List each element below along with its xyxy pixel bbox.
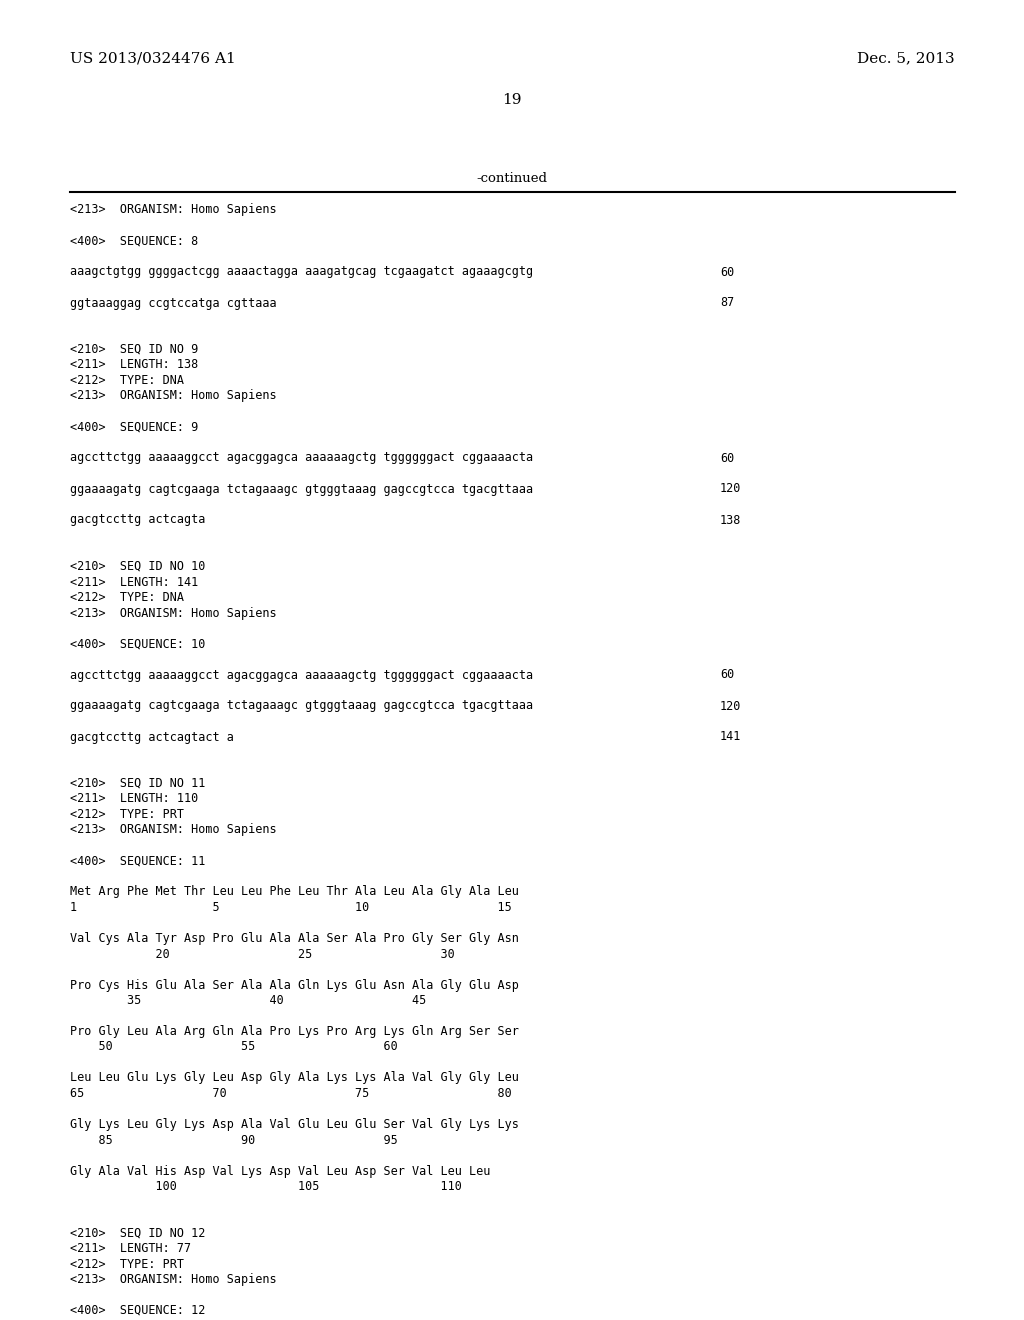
Text: <400>  SEQUENCE: 9: <400> SEQUENCE: 9	[70, 421, 199, 433]
Text: <213>  ORGANISM: Homo Sapiens: <213> ORGANISM: Homo Sapiens	[70, 606, 276, 619]
Text: 19: 19	[502, 92, 522, 107]
Text: gacgtccttg actcagta: gacgtccttg actcagta	[70, 513, 206, 527]
Text: 1                   5                   10                  15: 1 5 10 15	[70, 902, 512, 913]
Text: <213>  ORGANISM: Homo Sapiens: <213> ORGANISM: Homo Sapiens	[70, 203, 276, 216]
Text: <210>  SEQ ID NO 11: <210> SEQ ID NO 11	[70, 777, 206, 789]
Text: 87: 87	[720, 297, 734, 309]
Text: <213>  ORGANISM: Homo Sapiens: <213> ORGANISM: Homo Sapiens	[70, 824, 276, 837]
Text: <400>  SEQUENCE: 10: <400> SEQUENCE: 10	[70, 638, 206, 651]
Text: 65                  70                  75                  80: 65 70 75 80	[70, 1086, 512, 1100]
Text: 60: 60	[720, 265, 734, 279]
Text: Met Arg Phe Met Thr Leu Leu Phe Leu Thr Ala Leu Ala Gly Ala Leu: Met Arg Phe Met Thr Leu Leu Phe Leu Thr …	[70, 886, 519, 899]
Text: 60: 60	[720, 451, 734, 465]
Text: -continued: -continued	[476, 172, 548, 185]
Text: <212>  TYPE: PRT: <212> TYPE: PRT	[70, 808, 184, 821]
Text: <211>  LENGTH: 138: <211> LENGTH: 138	[70, 359, 199, 371]
Text: <210>  SEQ ID NO 9: <210> SEQ ID NO 9	[70, 343, 199, 356]
Text: <210>  SEQ ID NO 10: <210> SEQ ID NO 10	[70, 560, 206, 573]
Text: aaagctgtgg ggggactcgg aaaactagga aaagatgcag tcgaagatct agaaagcgtg: aaagctgtgg ggggactcgg aaaactagga aaagatg…	[70, 265, 534, 279]
Text: Val Cys Ala Tyr Asp Pro Glu Ala Ala Ser Ala Pro Gly Ser Gly Asn: Val Cys Ala Tyr Asp Pro Glu Ala Ala Ser …	[70, 932, 519, 945]
Text: 85                  90                  95: 85 90 95	[70, 1134, 397, 1147]
Text: 120: 120	[720, 700, 741, 713]
Text: <400>  SEQUENCE: 8: <400> SEQUENCE: 8	[70, 235, 199, 248]
Text: 138: 138	[720, 513, 741, 527]
Text: Gly Ala Val His Asp Val Lys Asp Val Leu Asp Ser Val Leu Leu: Gly Ala Val His Asp Val Lys Asp Val Leu …	[70, 1164, 490, 1177]
Text: 50                  55                  60: 50 55 60	[70, 1040, 397, 1053]
Text: <211>  LENGTH: 110: <211> LENGTH: 110	[70, 792, 199, 805]
Text: <211>  LENGTH: 141: <211> LENGTH: 141	[70, 576, 199, 589]
Text: Leu Leu Glu Lys Gly Leu Asp Gly Ala Lys Lys Ala Val Gly Gly Leu: Leu Leu Glu Lys Gly Leu Asp Gly Ala Lys …	[70, 1072, 519, 1085]
Text: <211>  LENGTH: 77: <211> LENGTH: 77	[70, 1242, 191, 1255]
Text: agccttctgg aaaaaggcct agacggagca aaaaaagctg tggggggact cggaaaacta: agccttctgg aaaaaggcct agacggagca aaaaaag…	[70, 668, 534, 681]
Text: 60: 60	[720, 668, 734, 681]
Text: gacgtccttg actcagtact a: gacgtccttg actcagtact a	[70, 730, 233, 743]
Text: <210>  SEQ ID NO 12: <210> SEQ ID NO 12	[70, 1226, 206, 1239]
Text: <400>  SEQUENCE: 12: <400> SEQUENCE: 12	[70, 1304, 206, 1317]
Text: 120: 120	[720, 483, 741, 495]
Text: 100                 105                 110: 100 105 110	[70, 1180, 462, 1193]
Text: <213>  ORGANISM: Homo Sapiens: <213> ORGANISM: Homo Sapiens	[70, 389, 276, 403]
Text: ggtaaaggag ccgtccatga cgttaaa: ggtaaaggag ccgtccatga cgttaaa	[70, 297, 276, 309]
Text: 141: 141	[720, 730, 741, 743]
Text: ggaaaagatg cagtcgaaga tctagaaagc gtgggtaaag gagccgtcca tgacgttaaa: ggaaaagatg cagtcgaaga tctagaaagc gtgggta…	[70, 700, 534, 713]
Text: 20                  25                  30: 20 25 30	[70, 948, 455, 961]
Text: 35                  40                  45: 35 40 45	[70, 994, 426, 1007]
Text: <400>  SEQUENCE: 11: <400> SEQUENCE: 11	[70, 854, 206, 867]
Text: <212>  TYPE: DNA: <212> TYPE: DNA	[70, 374, 184, 387]
Text: Gly Lys Leu Gly Lys Asp Ala Val Glu Leu Glu Ser Val Gly Lys Lys: Gly Lys Leu Gly Lys Asp Ala Val Glu Leu …	[70, 1118, 519, 1131]
Text: ggaaaagatg cagtcgaaga tctagaaagc gtgggtaaag gagccgtcca tgacgttaaa: ggaaaagatg cagtcgaaga tctagaaagc gtgggta…	[70, 483, 534, 495]
Text: <212>  TYPE: PRT: <212> TYPE: PRT	[70, 1258, 184, 1270]
Text: <213>  ORGANISM: Homo Sapiens: <213> ORGANISM: Homo Sapiens	[70, 1272, 276, 1286]
Text: agccttctgg aaaaaggcct agacggagca aaaaaagctg tggggggact cggaaaacta: agccttctgg aaaaaggcct agacggagca aaaaaag…	[70, 451, 534, 465]
Text: Dec. 5, 2013: Dec. 5, 2013	[857, 51, 955, 65]
Text: <212>  TYPE: DNA: <212> TYPE: DNA	[70, 591, 184, 605]
Text: US 2013/0324476 A1: US 2013/0324476 A1	[70, 51, 236, 65]
Text: Pro Cys His Glu Ala Ser Ala Ala Gln Lys Glu Asn Ala Gly Glu Asp: Pro Cys His Glu Ala Ser Ala Ala Gln Lys …	[70, 978, 519, 991]
Text: Pro Gly Leu Ala Arg Gln Ala Pro Lys Pro Arg Lys Gln Arg Ser Ser: Pro Gly Leu Ala Arg Gln Ala Pro Lys Pro …	[70, 1026, 519, 1038]
